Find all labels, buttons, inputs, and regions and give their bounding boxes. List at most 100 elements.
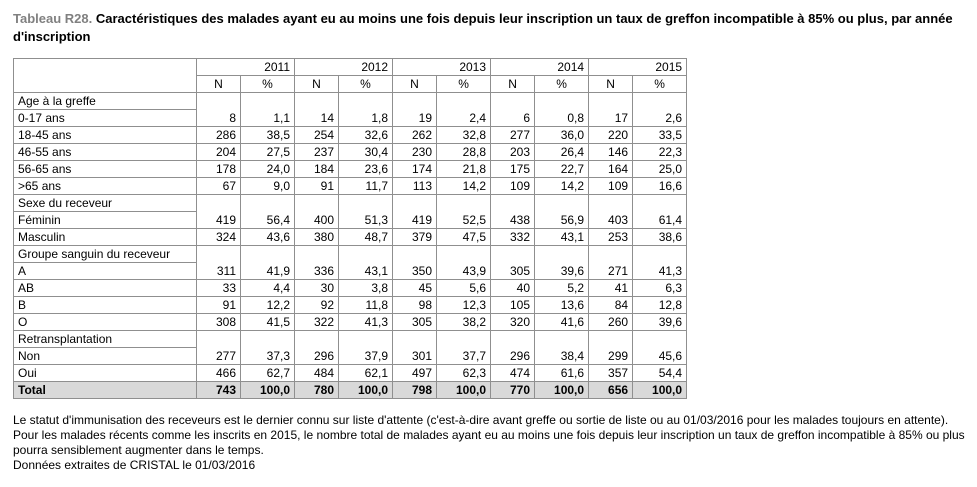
cell-n: 253 — [588, 228, 634, 246]
pct-header: % — [240, 75, 295, 93]
cell-n: 175 — [490, 160, 536, 178]
section-header-row: Age à la greffe — [13, 92, 688, 110]
cell-n: 379 — [392, 228, 438, 246]
section-empty-cell — [632, 194, 688, 212]
cell-pct: 38,2 — [436, 313, 492, 331]
section-empty-cell — [588, 245, 634, 263]
data-row: Non 277 37,3 296 37,9 301 37,7 296 38,4 299 45,6 — [13, 347, 688, 365]
total-cell-n: 656 — [588, 381, 634, 399]
table-number-label: Tableau R28. — [13, 11, 93, 26]
section-empty-cell — [294, 245, 339, 263]
cell-n: 98 — [392, 296, 438, 314]
cell-pct: 32,6 — [337, 126, 394, 144]
cell-n: 350 — [392, 262, 438, 280]
cell-n: 301 — [392, 347, 438, 365]
year-header: 2012 — [293, 58, 394, 76]
cell-n: 262 — [392, 126, 438, 144]
cell-pct: 45,6 — [632, 347, 688, 365]
cell-pct: 28,8 — [436, 143, 492, 161]
section-empty-cell — [240, 330, 295, 348]
cell-pct: 62,3 — [436, 364, 492, 382]
section-empty-cell — [490, 245, 536, 263]
cell-pct: 62,7 — [240, 364, 295, 382]
cell-pct: 26,4 — [534, 143, 590, 161]
section-empty-cell — [196, 92, 241, 110]
section-empty-cell — [632, 245, 688, 263]
cell-pct: 47,5 — [436, 228, 492, 246]
total-cell-n: 770 — [490, 381, 536, 399]
data-row: AB 33 4,4 30 3,8 45 5,6 40 5,2 41 6,3 — [13, 279, 688, 297]
cell-n: 146 — [588, 143, 634, 161]
cell-pct: 11,7 — [337, 177, 394, 195]
cell-pct: 48,7 — [337, 228, 394, 246]
cell-pct: 27,5 — [240, 143, 295, 161]
total-cell-pct: 100,0 — [436, 381, 492, 399]
cell-pct: 41,3 — [337, 313, 394, 331]
cell-n: 237 — [294, 143, 339, 161]
section-empty-cell — [196, 330, 241, 348]
data-row: O 308 41,5 322 41,3 305 38,2 320 41,6 260 39,6 — [13, 313, 688, 331]
total-cell-n: 798 — [392, 381, 438, 399]
cell-n: 311 — [196, 262, 241, 280]
cell-n: 6 — [490, 109, 536, 127]
row-label: O — [13, 313, 197, 331]
section-label: Groupe sanguin du receveur — [13, 245, 197, 263]
cell-pct: 25,0 — [632, 160, 688, 178]
cell-n: 419 — [392, 211, 438, 229]
pct-header: % — [436, 75, 492, 93]
cell-n: 19 — [392, 109, 438, 127]
cell-n: 438 — [490, 211, 536, 229]
cell-n: 336 — [294, 262, 339, 280]
cell-n: 220 — [588, 126, 634, 144]
total-cell-pct: 100,0 — [534, 381, 590, 399]
section-header-row: Groupe sanguin du receveur — [13, 245, 688, 263]
section-empty-cell — [436, 194, 492, 212]
section-empty-cell — [337, 194, 394, 212]
cell-n: 91 — [196, 296, 241, 314]
n-header: N — [392, 75, 438, 93]
n-header: N — [490, 75, 536, 93]
section-empty-cell — [294, 330, 339, 348]
cell-pct: 56,9 — [534, 211, 590, 229]
section-empty-cell — [240, 245, 295, 263]
cell-pct: 54,4 — [632, 364, 688, 382]
cell-n: 296 — [490, 347, 536, 365]
section-empty-cell — [196, 245, 241, 263]
year-header: 2011 — [196, 58, 295, 76]
cell-n: 357 — [588, 364, 634, 382]
cell-n: 14 — [294, 109, 339, 127]
section-empty-cell — [392, 245, 438, 263]
cell-pct: 13,6 — [534, 296, 590, 314]
section-label: Retransplantation — [13, 330, 197, 348]
cell-n: 466 — [196, 364, 241, 382]
section-empty-cell — [632, 330, 688, 348]
cell-n: 380 — [294, 228, 339, 246]
cell-pct: 6,3 — [632, 279, 688, 297]
section-empty-cell — [337, 330, 394, 348]
total-label: Total — [13, 381, 197, 399]
cell-n: 260 — [588, 313, 634, 331]
cell-n: 322 — [294, 313, 339, 331]
cell-pct: 12,8 — [632, 296, 688, 314]
data-row: Oui 466 62,7 484 62,1 497 62,3 474 61,6 357 54,4 — [13, 364, 688, 382]
cell-n: 484 — [294, 364, 339, 382]
cell-pct: 21,8 — [436, 160, 492, 178]
row-label: >65 ans — [13, 177, 197, 195]
cell-n: 91 — [294, 177, 339, 195]
row-label: AB — [13, 279, 197, 297]
table-corner-cell — [13, 58, 197, 93]
cell-n: 45 — [392, 279, 438, 297]
cell-pct: 23,6 — [337, 160, 394, 178]
year-header: 2014 — [490, 58, 590, 76]
cell-n: 113 — [392, 177, 438, 195]
row-label: 46-55 ans — [13, 143, 197, 161]
data-row: Féminin 419 56,4 400 51,3 419 52,5 438 56,9 403 61… — [13, 211, 688, 229]
cell-pct: 41,6 — [534, 313, 590, 331]
data-row: 56-65 ans 178 24,0 184 23,6 174 21,8 175 22,7 164… — [13, 160, 688, 178]
total-cell-n: 780 — [294, 381, 339, 399]
cell-pct: 38,5 — [240, 126, 295, 144]
total-cell-pct: 100,0 — [337, 381, 394, 399]
pct-header: % — [632, 75, 688, 93]
data-row: >65 ans 67 9,0 91 11,7 113 14,2 109 14,2 109 16,6 — [13, 177, 688, 195]
cell-pct: 52,5 — [436, 211, 492, 229]
